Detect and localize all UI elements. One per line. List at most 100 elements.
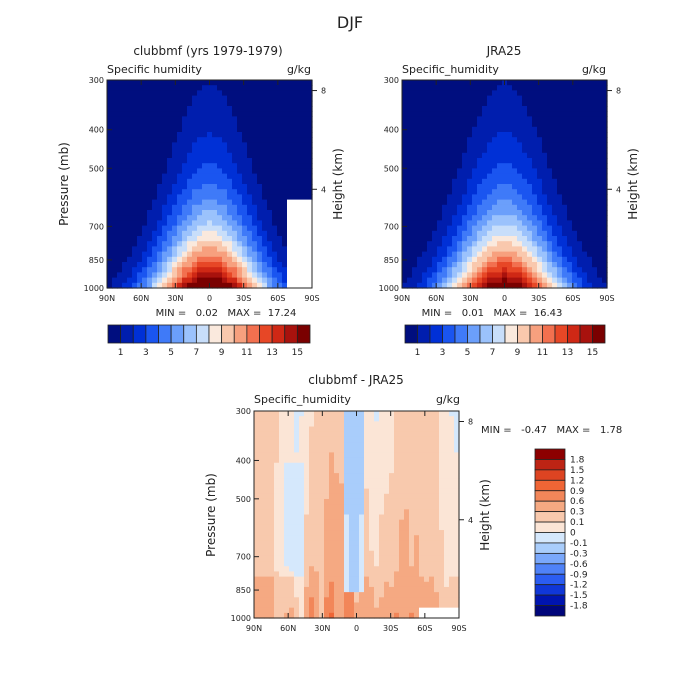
heatmap-cell — [344, 514, 350, 521]
heatmap-cell — [287, 220, 293, 227]
heatmap-cell — [404, 581, 410, 588]
heatmap-cell — [522, 95, 528, 102]
heatmap-cell — [207, 225, 213, 232]
heatmap-cell — [294, 442, 300, 448]
heatmap-cell — [279, 452, 285, 459]
heatmap-cell — [502, 116, 508, 123]
heatmap-cell — [284, 467, 290, 474]
heatmap-cell — [442, 121, 448, 128]
heatmap-cell — [439, 411, 445, 417]
heatmap-cell — [324, 586, 330, 593]
heatmap-cell — [422, 184, 428, 190]
heatmap-cell — [339, 442, 345, 448]
heatmap-cell — [409, 555, 415, 562]
heatmap-cell — [424, 431, 430, 438]
heatmap-cell — [192, 168, 198, 175]
heatmap-cell — [567, 147, 573, 154]
heatmap-cell — [457, 147, 463, 154]
heatmap-cell — [389, 550, 395, 557]
heatmap-cell — [364, 566, 370, 573]
heatmap-cell — [202, 184, 208, 190]
heatmap-cell — [202, 85, 208, 91]
heatmap-cell — [359, 504, 365, 510]
heatmap-cell — [127, 225, 133, 232]
heatmap-cell — [502, 241, 508, 247]
heatmap-cell — [207, 121, 213, 128]
heatmap-cell — [117, 126, 123, 133]
heatmap-cell — [197, 106, 203, 112]
heatmap-cell — [307, 199, 313, 206]
heatmap-cell — [557, 210, 563, 216]
heatmap-cell — [202, 230, 208, 237]
heatmap-cell — [212, 267, 218, 273]
heatmap-cell — [297, 194, 303, 201]
heatmap-cell — [412, 111, 418, 117]
heatmap-cell — [467, 168, 473, 175]
heatmap-cell — [439, 519, 445, 526]
heatmap-cell — [307, 189, 313, 195]
heatmap-cell — [537, 256, 543, 263]
heatmap-cell — [447, 204, 453, 211]
heatmap-cell — [407, 100, 413, 107]
heatmap-cell — [557, 116, 563, 123]
heatmap-cell — [227, 173, 233, 180]
heatmap-cell — [227, 267, 233, 273]
heatmap-cell — [227, 168, 233, 175]
heatmap-cell — [329, 530, 335, 536]
heatmap-cell — [252, 189, 258, 195]
colorbar-box — [517, 324, 531, 344]
panel-model-colorbar: 1 3 5 7 9 11 13 15 — [107, 324, 311, 358]
heatmap-cell — [279, 509, 285, 516]
colorbar-label: 3 — [440, 348, 446, 358]
heatmap-cell — [447, 230, 453, 237]
heatmap-cell — [137, 173, 143, 180]
heatmap-cell — [452, 246, 458, 253]
heatmap-cell — [437, 225, 443, 232]
heatmap-cell — [212, 137, 218, 143]
heatmap-cell — [182, 142, 188, 149]
heatmap-cell — [349, 514, 355, 521]
heatmap-cell — [444, 545, 450, 552]
heatmap-cell — [172, 147, 178, 154]
heatmap-cell — [127, 163, 133, 169]
heatmap-cell — [147, 178, 153, 185]
heatmap-cell — [374, 576, 380, 583]
heatmap-cell — [572, 173, 578, 180]
heatmap-cell — [497, 178, 503, 185]
heatmap-cell — [339, 457, 345, 464]
heatmap-cell — [482, 121, 488, 128]
heatmap-cell — [432, 236, 438, 242]
heatmap-cell — [289, 462, 295, 469]
heatmap-cell — [304, 535, 310, 541]
heatmap-cell — [142, 225, 148, 232]
heatmap-cell — [344, 431, 350, 438]
heatmap-cell — [304, 504, 310, 510]
heatmap-cell — [517, 204, 523, 211]
heatmap-cell — [577, 215, 583, 221]
heatmap-cell — [432, 95, 438, 102]
heatmap-cell — [602, 152, 608, 159]
heatmap-cell — [369, 478, 375, 485]
heatmap-cell — [324, 550, 330, 557]
heatmap-cell — [297, 225, 303, 232]
heatmap-cell — [299, 545, 305, 552]
heatmap-cell — [407, 137, 413, 143]
heatmap-cell — [414, 467, 420, 474]
heatmap-cell — [142, 132, 148, 138]
heatmap-cell — [284, 561, 290, 567]
heatmap-cell — [442, 158, 448, 164]
heatmap-cell — [212, 142, 218, 149]
heatmap-cell — [309, 602, 315, 609]
heatmap-cell — [414, 571, 420, 578]
heatmap-cell — [167, 210, 173, 216]
heatmap-cell — [192, 277, 198, 284]
heatmap-cell — [202, 241, 208, 247]
heatmap-cell — [242, 168, 248, 175]
heatmap-cell — [547, 147, 553, 154]
heatmap-cell — [287, 132, 293, 138]
heatmap-cell — [227, 184, 233, 190]
heatmap-cell — [402, 111, 408, 117]
heatmap-cell — [502, 215, 508, 221]
heatmap-cell — [302, 137, 308, 143]
heatmap-cell — [272, 189, 278, 195]
